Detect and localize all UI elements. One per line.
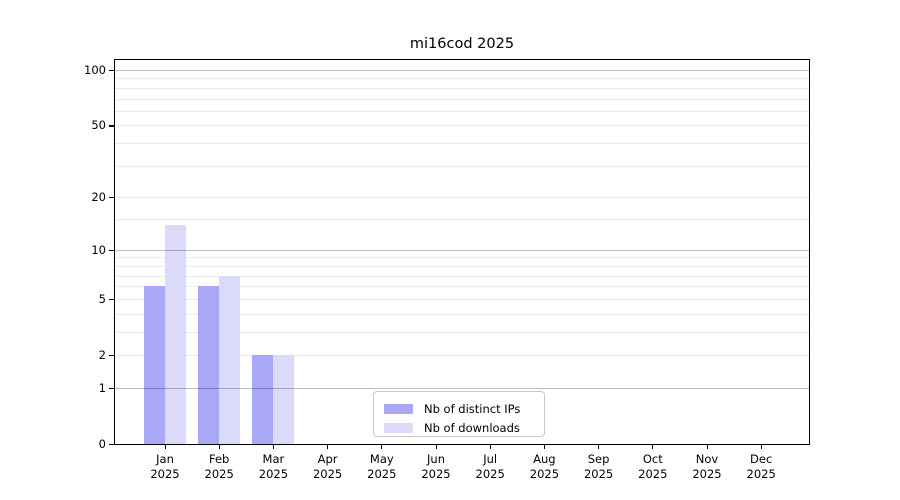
- minor-gridline: [114, 331, 810, 333]
- y-tick-mark: [109, 298, 114, 300]
- x-axis-tick-label: Oct 2025: [638, 452, 668, 481]
- minor-gridline: [114, 110, 810, 112]
- major-gridline: [114, 70, 810, 71]
- x-tick-mark: [164, 445, 166, 449]
- y-axis-tick-label: 1: [98, 380, 106, 395]
- bar-distinct-ips: [198, 286, 220, 444]
- y-axis-tick-label: 10: [91, 242, 106, 257]
- x-tick-mark: [652, 445, 654, 449]
- x-tick-mark: [327, 445, 329, 449]
- x-axis-tick-label: Sep 2025: [583, 452, 614, 481]
- x-tick-mark: [435, 445, 437, 449]
- minor-gridline: [114, 78, 810, 80]
- minor-gridline: [114, 265, 810, 267]
- bar-downloads: [219, 275, 241, 444]
- y-axis-tick-label: 5: [98, 291, 106, 306]
- y-axis-tick-label: 20: [91, 190, 106, 205]
- y-tick-mark: [109, 355, 114, 357]
- minor-gridline: [114, 355, 810, 356]
- minor-gridline: [114, 87, 810, 89]
- x-tick-mark: [218, 445, 220, 449]
- y-axis-tick-label: 100: [84, 63, 106, 77]
- x-tick-mark: [706, 445, 708, 449]
- legend-swatch-downloads: [384, 422, 413, 433]
- y-tick-mark: [109, 197, 114, 199]
- x-tick-mark: [598, 445, 600, 449]
- minor-gridline: [114, 298, 810, 300]
- legend: Nb of distinct IPs Nb of downloads: [373, 391, 545, 437]
- y-tick-mark: [109, 387, 114, 389]
- x-axis-tick-label: Mar 2025: [258, 452, 289, 481]
- x-axis-tick-label: Aug 2025: [529, 452, 560, 481]
- minor-gridline: [114, 257, 810, 259]
- y-tick-mark: [109, 444, 114, 446]
- x-axis-tick-label: May 2025: [367, 452, 397, 481]
- y-axis-tick-label: 0: [98, 437, 106, 451]
- plot-border: [114, 59, 810, 445]
- x-tick-mark: [543, 445, 546, 449]
- bar-downloads: [165, 224, 186, 444]
- minor-gridline: [114, 143, 810, 145]
- x-tick-mark: [760, 445, 762, 449]
- y-axis-tick-label: 2: [98, 348, 106, 362]
- y-tick-mark: [109, 125, 114, 127]
- y-tick-mark: [109, 249, 114, 251]
- x-axis-tick-label: Dec 2025: [746, 452, 776, 481]
- legend-label: Nb of distinct IPs: [424, 401, 521, 416]
- minor-gridline: [114, 165, 810, 167]
- x-axis-tick-label: Feb 2025: [204, 452, 234, 481]
- x-tick-mark: [272, 445, 275, 449]
- minor-gridline: [114, 275, 810, 277]
- x-tick-mark: [489, 445, 491, 449]
- chart-title: mi16cod 2025: [409, 36, 515, 52]
- x-axis-tick-label: Jan 2025: [150, 452, 180, 481]
- minor-gridline: [114, 125, 810, 127]
- bar-downloads: [273, 355, 295, 444]
- x-axis-tick-label: Jul 2025: [475, 452, 505, 481]
- y-tick-mark: [109, 70, 114, 72]
- minor-gridline: [114, 98, 810, 100]
- legend-label: Nb of downloads: [424, 420, 520, 435]
- x-axis-tick-label: Jun 2025: [421, 452, 451, 481]
- legend-swatch-distinct-ips: [384, 403, 413, 414]
- bar-distinct-ips: [252, 355, 274, 444]
- x-axis-tick-label: Apr 2025: [312, 452, 343, 481]
- y-axis-tick-label: 50: [91, 118, 106, 133]
- x-tick-mark: [381, 445, 383, 449]
- bar-distinct-ips: [144, 286, 165, 444]
- major-gridline: [114, 387, 810, 389]
- legend-item: Nb of downloads: [384, 418, 534, 437]
- minor-gridline: [114, 219, 810, 221]
- legend-item: Nb of distinct IPs: [384, 399, 534, 418]
- major-gridline: [114, 249, 810, 251]
- minor-gridline: [114, 286, 810, 288]
- minor-gridline: [114, 313, 810, 315]
- minor-gridline: [114, 197, 810, 199]
- x-axis-tick-label: Nov 2025: [692, 452, 722, 481]
